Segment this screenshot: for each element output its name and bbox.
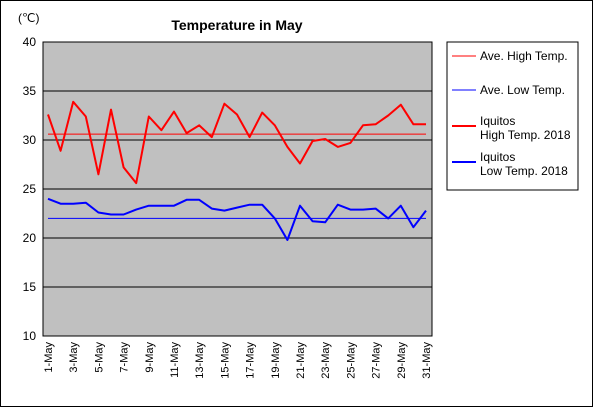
y-tick-label: 35 xyxy=(23,84,37,98)
x-tick-label: 13-May xyxy=(194,342,206,379)
x-tick-label: 3-May xyxy=(68,342,80,373)
x-tick-label: 9-May xyxy=(144,342,156,373)
y-unit-label: (℃) xyxy=(18,11,39,25)
x-tick-label: 19-May xyxy=(270,342,282,379)
x-tick-label: 1-May xyxy=(43,342,55,373)
x-tick-label: 17-May xyxy=(245,342,257,379)
y-tick-label: 40 xyxy=(23,35,37,49)
x-tick-label: 23-May xyxy=(320,342,332,379)
x-tick-label: 27-May xyxy=(371,342,383,379)
series-lines xyxy=(47,100,427,241)
x-tick-label: 21-May xyxy=(295,342,307,379)
y-tick-label: 10 xyxy=(23,329,37,343)
y-tick-label: 15 xyxy=(23,280,37,294)
legend-item-2: Ave. Low Temp. xyxy=(452,83,565,97)
gridlines xyxy=(43,90,432,288)
series-line-3 xyxy=(47,100,426,185)
legend-label: Iquitos xyxy=(480,114,515,128)
x-tick-label: 29-May xyxy=(396,342,408,379)
legend-label: Low Temp. 2018 xyxy=(480,164,568,178)
series-line-4 xyxy=(47,197,427,241)
legend-box xyxy=(446,41,579,191)
y-tick-label: 30 xyxy=(23,133,37,147)
y-axis-ticks: 10 15 20 25 30 35 40 xyxy=(23,35,37,343)
y-tick-label: 20 xyxy=(23,231,37,245)
x-tick-label: 25-May xyxy=(345,342,357,379)
x-tick-label: 7-May xyxy=(119,342,131,373)
legend-label: Ave. Low Temp. xyxy=(480,83,565,97)
legend-label: High Temp. 2018 xyxy=(480,128,571,142)
x-tick-label: 31-May xyxy=(421,342,433,379)
legend-item-1: Ave. High Temp. xyxy=(452,49,568,63)
x-axis-ticks: 1-May 3-May 5-May 7-May 9-May 11-May 13-May 15-… xyxy=(43,342,433,379)
legend-label: Iquitos xyxy=(480,150,515,164)
x-tick-label: 11-May xyxy=(169,342,181,378)
x-tick-label: 15-May xyxy=(219,342,231,379)
legend: Ave. High Temp.Ave. Low Temp.IquitosHigh… xyxy=(452,49,571,178)
x-tick-label: 5-May xyxy=(93,342,105,373)
y-tick-label: 25 xyxy=(23,182,37,196)
chart-title: Temperature in May xyxy=(171,17,302,33)
legend-label: Ave. High Temp. xyxy=(480,49,568,63)
